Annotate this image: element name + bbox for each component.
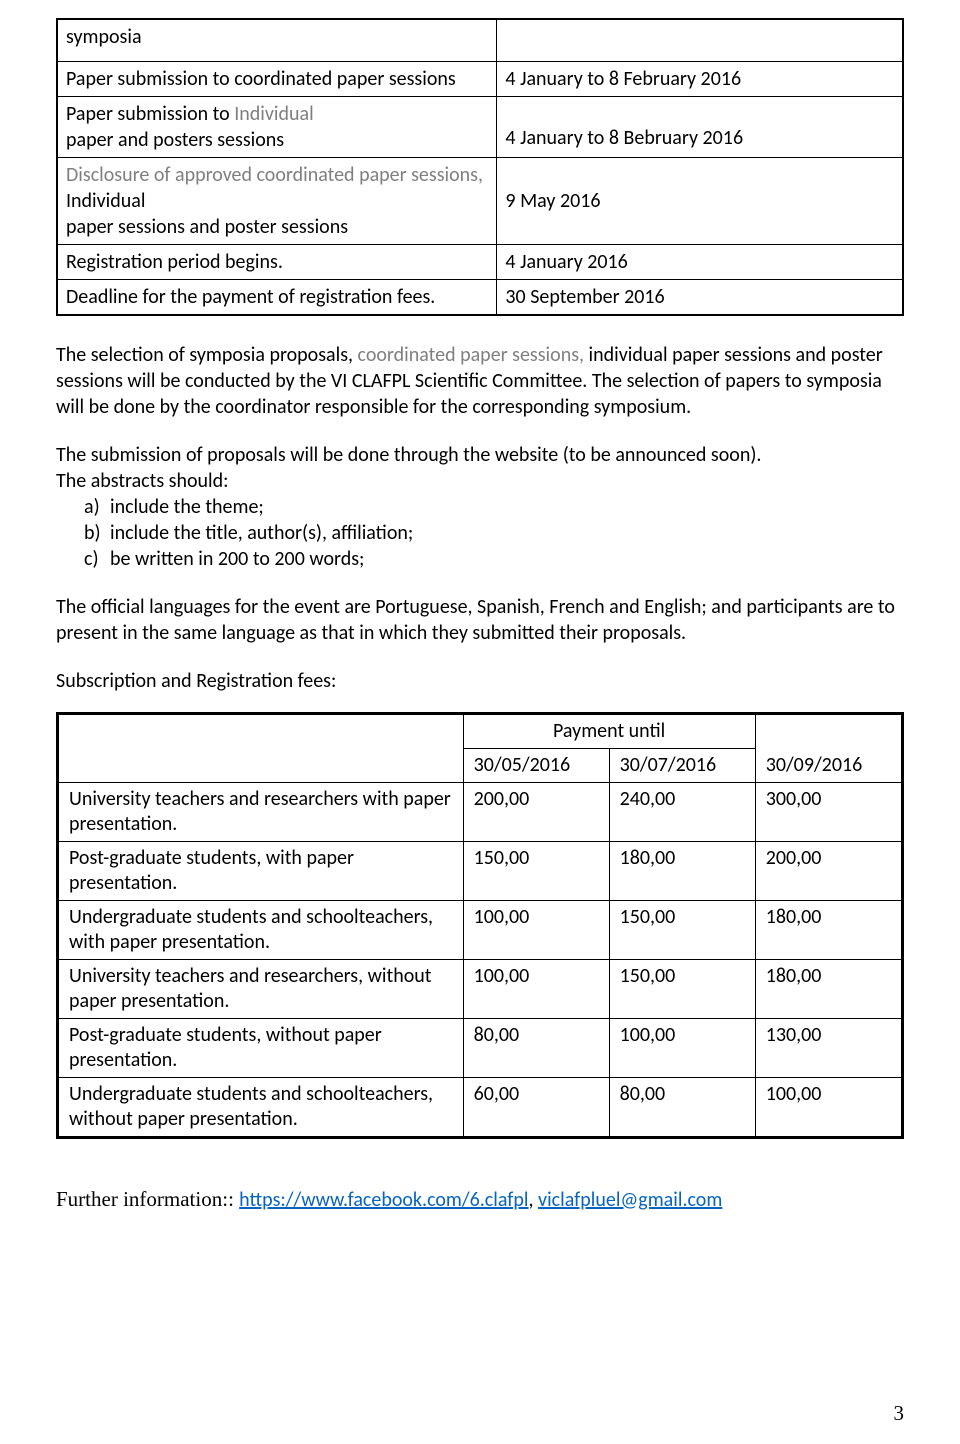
footer-colon: : — [228, 1187, 239, 1211]
fees-value: 300,00 — [755, 782, 902, 841]
fees-value: 80,00 — [609, 1077, 755, 1137]
fees-table: Payment until 30/09/2016 30/05/2016 30/0… — [56, 712, 904, 1139]
fees-value: 60,00 — [463, 1077, 609, 1137]
fees-value: 80,00 — [463, 1018, 609, 1077]
footer-sep: , — [529, 1188, 539, 1212]
fees-category: Post-graduate students, without paper pr… — [58, 1018, 464, 1077]
fees-value: 100,00 — [609, 1018, 755, 1077]
table-row: University teachers and researchers with… — [58, 782, 903, 841]
fees-header-date-1: 30/05/2016 — [463, 748, 609, 782]
schedule-cell: 4 January to 8 February 2016 — [497, 61, 903, 96]
fees-value: 100,00 — [755, 1077, 902, 1137]
table-row: Undergraduate students and schoolteacher… — [58, 900, 903, 959]
footer-link-facebook[interactable]: https://www.facebook.com/6.clafpl — [239, 1188, 528, 1212]
fees-value: 200,00 — [755, 841, 902, 900]
text: Individual — [66, 189, 145, 213]
schedule-cell: 4 January 2016 — [497, 244, 903, 279]
text-grey: coordinated paper sessions, — [358, 343, 589, 367]
schedule-table: symposia Paper submission to coordinated… — [56, 18, 904, 316]
fees-value: 200,00 — [463, 782, 609, 841]
text: paper and posters sessions — [66, 128, 284, 152]
table-row: University teachers and researchers, wit… — [58, 959, 903, 1018]
text: The selection of symposia proposals, — [56, 343, 358, 367]
schedule-cell: Paper submission to coordinated paper se… — [57, 61, 497, 96]
text: The abstracts should: — [56, 469, 229, 493]
page-number: 3 — [894, 1401, 905, 1426]
paragraph-fees-label: Subscription and Registration fees: — [56, 668, 904, 694]
schedule-cell: Registration period begins. — [57, 244, 497, 279]
list-item: a)include the theme; — [96, 494, 904, 520]
fees-table-body: University teachers and researchers with… — [58, 782, 903, 1137]
list-item: c)be written in 200 to 200 words; — [96, 546, 904, 572]
fees-value: 180,00 — [755, 959, 902, 1018]
fees-value: 180,00 — [755, 900, 902, 959]
fees-header-date-3: 30/09/2016 — [755, 713, 902, 782]
footer: Further information:: https://www.facebo… — [56, 1187, 904, 1212]
fees-header-date-2: 30/07/2016 — [609, 748, 755, 782]
text-grey: Disclosure of approved coordinated paper… — [66, 163, 483, 187]
paragraph-submission: The submission of proposals will be done… — [56, 442, 904, 494]
schedule-cell: Deadline for the payment of registration… — [57, 279, 497, 315]
schedule-cell-empty — [497, 19, 903, 61]
fees-header-payment-until: Payment until — [463, 713, 755, 748]
fees-value: 150,00 — [609, 900, 755, 959]
fees-value: 150,00 — [609, 959, 755, 1018]
table-row: Post-graduate students, with paper prese… — [58, 841, 903, 900]
table-row: Post-graduate students, without paper pr… — [58, 1018, 903, 1077]
fees-header-empty — [58, 713, 464, 782]
text-grey: Individual — [234, 102, 313, 126]
table-row: Undergraduate students and schoolteacher… — [58, 1077, 903, 1137]
paragraph-selection: The selection of symposia proposals, coo… — [56, 342, 904, 420]
fees-value: 180,00 — [609, 841, 755, 900]
schedule-cell: Paper submission to Individual paper and… — [57, 96, 497, 157]
fees-category: Post-graduate students, with paper prese… — [58, 841, 464, 900]
footer-label: Further information: — [56, 1187, 228, 1211]
schedule-cell: 4 January to 8 Bebruary 2016 — [497, 96, 903, 157]
list-text: include the theme; — [110, 495, 264, 519]
schedule-cell: Disclosure of approved coordinated paper… — [57, 157, 497, 244]
paragraph-languages: The official languages for the event are… — [56, 594, 904, 646]
fees-category: Undergraduate students and schoolteacher… — [58, 1077, 464, 1137]
fees-category: Undergraduate students and schoolteacher… — [58, 900, 464, 959]
schedule-cell: 30 September 2016 — [497, 279, 903, 315]
fees-value: 130,00 — [755, 1018, 902, 1077]
list-text: include the title, author(s), affiliatio… — [110, 521, 413, 545]
fees-value: 240,00 — [609, 782, 755, 841]
fees-category: University teachers and researchers with… — [58, 782, 464, 841]
fees-value: 100,00 — [463, 900, 609, 959]
list-item: b)include the title, author(s), affiliat… — [96, 520, 904, 546]
list-text: be written in 200 to 200 words; — [110, 547, 364, 571]
fees-value: 100,00 — [463, 959, 609, 1018]
text: paper sessions and poster sessions — [66, 215, 348, 239]
schedule-cell-symposia: symposia — [57, 19, 497, 61]
schedule-cell: 9 May 2016 — [497, 157, 903, 244]
footer-link-email[interactable]: viclafpluel@gmail.com — [538, 1188, 722, 1212]
text: Paper submission to — [66, 102, 234, 126]
fees-value: 150,00 — [463, 841, 609, 900]
abstract-requirements-list: a)include the theme; b)include the title… — [56, 494, 904, 572]
text: The submission of proposals will be done… — [56, 443, 761, 467]
fees-category: University teachers and researchers, wit… — [58, 959, 464, 1018]
